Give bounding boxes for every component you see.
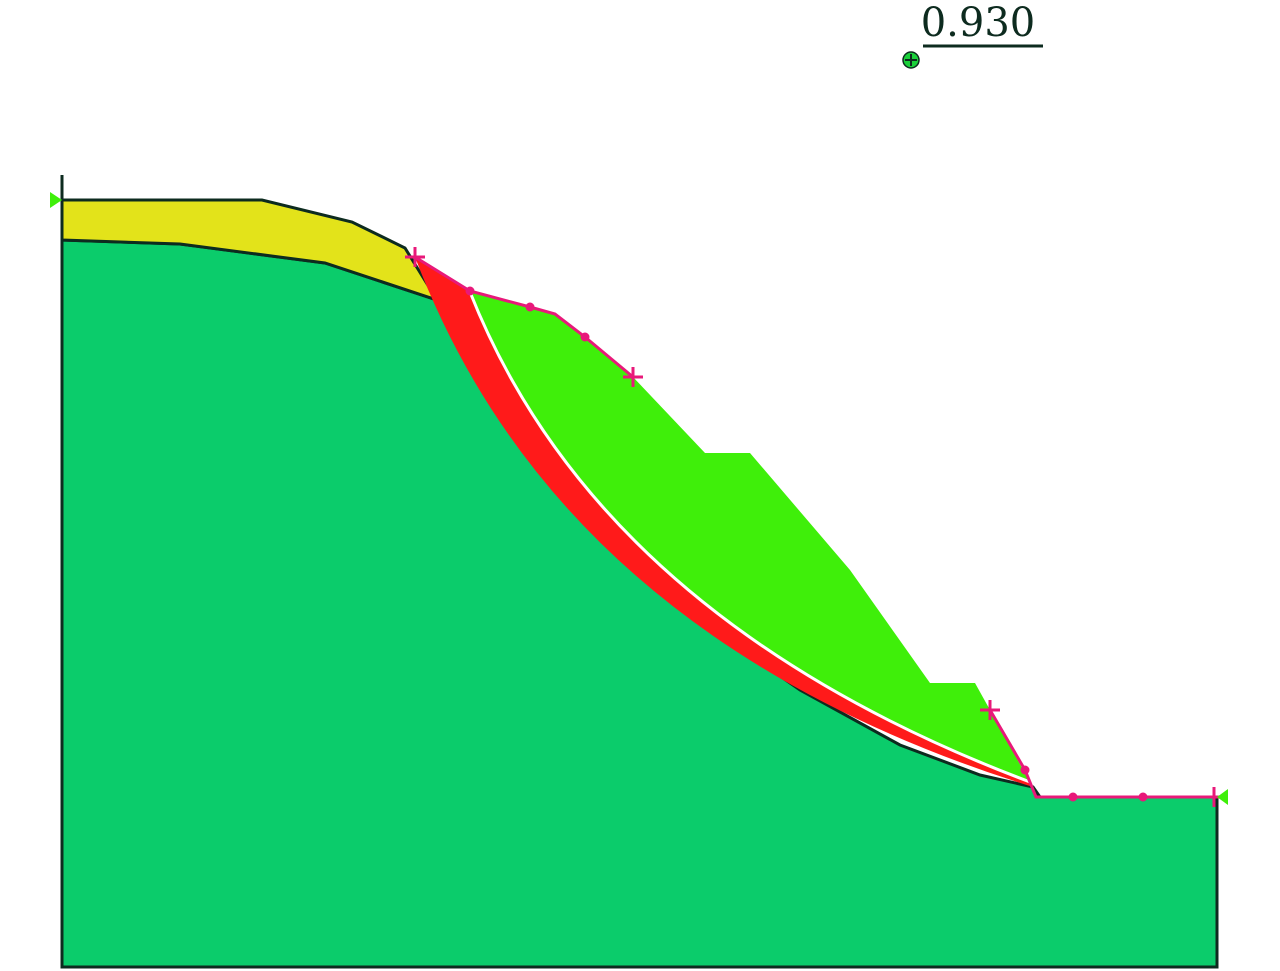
boundary-marker [50, 192, 62, 208]
slip-center [902, 51, 920, 69]
ground [60, 238, 1219, 969]
safety-factor: 0.930 [921, 0, 1036, 46]
surface-line [414, 255, 634, 379]
markers [405, 247, 1226, 807]
surface-line [988, 709, 1217, 799]
sliding-mass [470, 292, 1030, 782]
boundary-marker [1217, 789, 1228, 805]
slip-surface [468, 291, 1031, 784]
